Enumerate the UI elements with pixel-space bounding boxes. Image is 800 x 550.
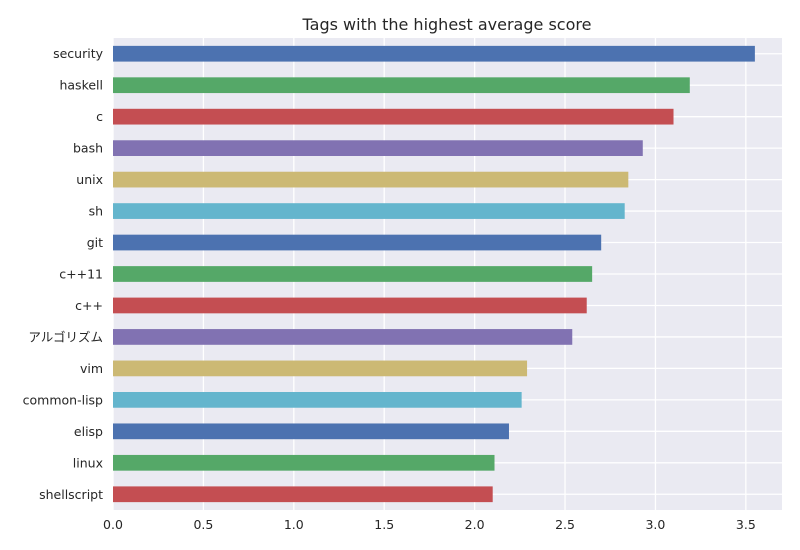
- y-tick-label: elisp: [74, 424, 103, 439]
- x-tick-label: 3.5: [736, 517, 756, 532]
- x-tick-label: 1.5: [374, 517, 394, 532]
- y-tick-label: c: [96, 109, 103, 124]
- y-tick-label: security: [53, 46, 104, 61]
- y-tick-label: bash: [73, 141, 103, 156]
- y-tick-label: c++11: [59, 267, 103, 282]
- y-tick-label: linux: [73, 455, 103, 470]
- bar-linux: [113, 454, 495, 471]
- x-tick-label: 1.0: [284, 517, 304, 532]
- bar-vim: [113, 360, 528, 377]
- x-axis-tick-labels: 0.0 0.5 1.0 1.5 2.0 2.5 3.0 3.5: [103, 517, 756, 532]
- bar-unix: [113, 171, 629, 188]
- bar-sh: [113, 203, 625, 219]
- y-tick-label: c++: [75, 298, 103, 313]
- y-tick-label: sh: [89, 204, 103, 219]
- bar-elisp: [113, 423, 509, 440]
- bar-アルゴリズム: [113, 329, 573, 345]
- y-tick-label: haskell: [59, 78, 103, 93]
- x-tick-label: 0.0: [103, 517, 123, 532]
- x-tick-label: 2.0: [465, 517, 485, 532]
- y-tick-label: vim: [80, 361, 103, 376]
- y-tick-label: アルゴリズム: [28, 329, 103, 344]
- x-tick-label: 2.5: [555, 517, 575, 532]
- bar-c++11: [113, 266, 593, 282]
- y-tick-label: common-lisp: [23, 392, 103, 407]
- chart-title: Tags with the highest average score: [302, 15, 592, 34]
- y-tick-label: shellscript: [39, 487, 103, 502]
- bars: [113, 45, 755, 503]
- bar-git: [113, 234, 602, 251]
- y-tick-label: unix: [76, 172, 103, 187]
- bar-haskell: [113, 77, 690, 94]
- bar-security: [113, 45, 755, 62]
- bar-shellscript: [113, 486, 493, 503]
- bar-c++: [113, 297, 587, 314]
- bar-c: [113, 108, 674, 125]
- y-axis-tick-labels: security haskell c bash unix sh git c++11 c++ アルゴ…: [23, 46, 104, 502]
- bar-bash: [113, 140, 643, 156]
- x-tick-label: 0.5: [193, 517, 213, 532]
- x-tick-label: 3.0: [645, 517, 665, 532]
- bar-common-lisp: [113, 392, 522, 408]
- y-tick-label: git: [87, 235, 103, 250]
